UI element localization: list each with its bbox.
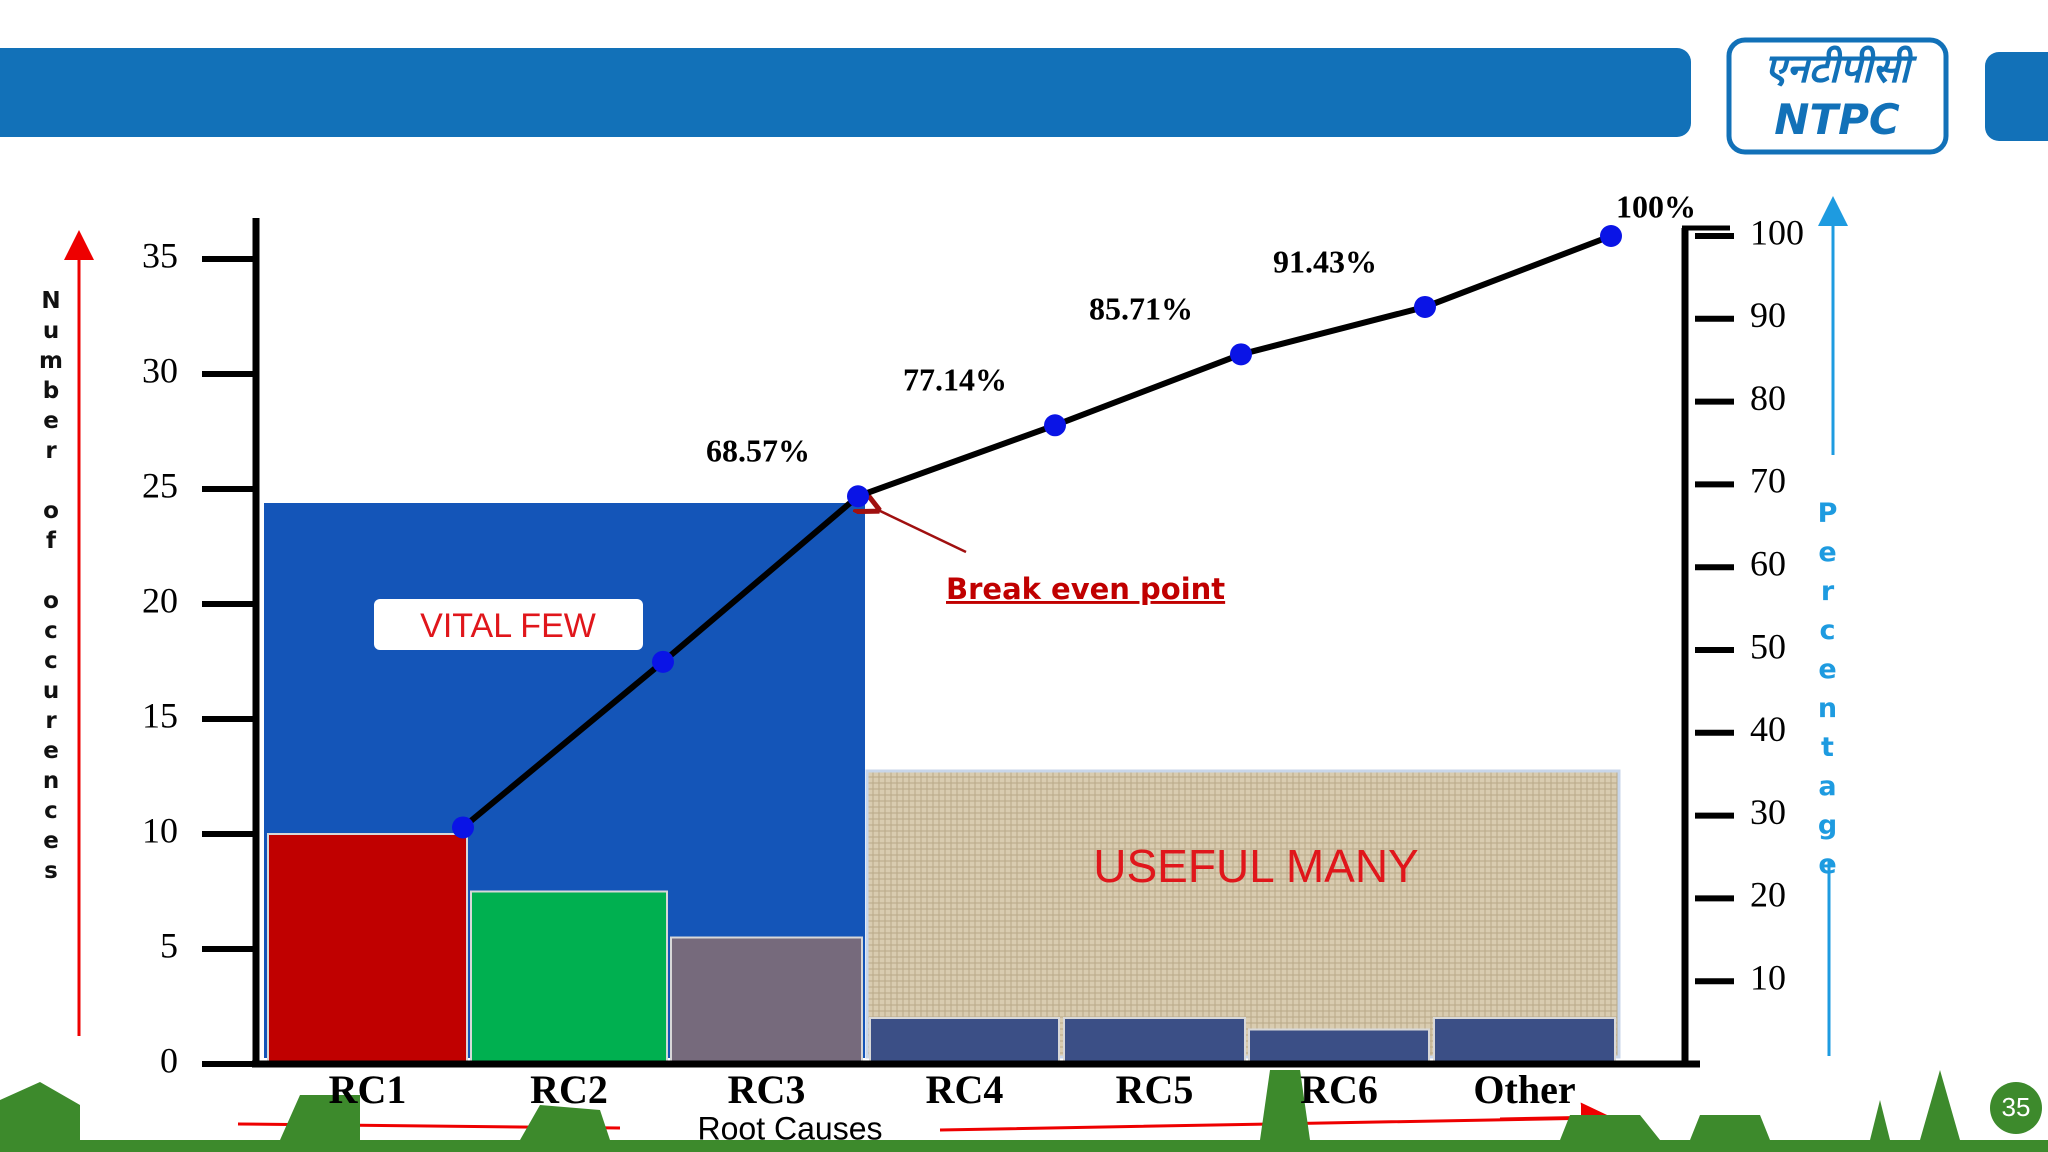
y2-tick-label: 70 xyxy=(1750,461,1786,501)
bar xyxy=(670,936,863,1065)
bar xyxy=(1433,1017,1616,1065)
y2-tick-label: 10 xyxy=(1750,957,1786,997)
cumulative-point xyxy=(847,485,869,508)
y2-tick-label: 60 xyxy=(1750,543,1786,583)
logo-box xyxy=(1726,37,1949,155)
vital-few-label: VITAL FEW xyxy=(420,607,596,645)
x-tick-label: RC5 xyxy=(1116,1067,1194,1112)
cumulative-point xyxy=(452,816,474,839)
cumulative-point xyxy=(1414,295,1436,318)
y-tick-label: 0 xyxy=(160,1040,178,1080)
y2-tick-label: 50 xyxy=(1750,626,1786,666)
y2-tick-label: 100 xyxy=(1750,212,1804,252)
footer-decoration xyxy=(0,1070,2048,1152)
bar xyxy=(1063,1017,1246,1065)
x-arrow xyxy=(237,1116,1601,1132)
useful-many-region xyxy=(865,769,1621,1059)
useful-many-label: USEFUL MANY xyxy=(1093,840,1418,892)
cumulative-point xyxy=(1230,343,1252,366)
header-bar-end xyxy=(1985,52,2048,141)
data-label: 68.57% xyxy=(706,433,810,469)
cumulative-point xyxy=(1044,414,1066,437)
y-tick-label: 30 xyxy=(142,350,178,390)
plot xyxy=(267,225,1622,1065)
page-number: 35 xyxy=(2002,1092,2031,1122)
bar xyxy=(470,890,668,1065)
data-label: 85.71% xyxy=(1089,291,1193,327)
x-tick-label: RC4 xyxy=(926,1067,1004,1112)
cumulative-point xyxy=(652,650,674,673)
bar xyxy=(267,833,468,1065)
y2-tick-label: 90 xyxy=(1750,295,1786,335)
data-label: 100% xyxy=(1616,188,1696,224)
data-label: 91.43% xyxy=(1273,243,1377,279)
vital-few-box xyxy=(374,599,643,650)
x-axis-title: Root Causes xyxy=(698,1110,883,1146)
break-even-arrow xyxy=(876,509,967,554)
header-bar xyxy=(0,48,1691,137)
y-tick-label: 15 xyxy=(142,695,178,735)
logo-english: NTPC xyxy=(1774,95,1900,144)
y-tick-label: 5 xyxy=(160,925,178,965)
bar xyxy=(1248,1028,1430,1065)
y-tick-label: 25 xyxy=(142,465,178,505)
x-tick-label: RC1 xyxy=(329,1067,407,1112)
x-tick-label: RC6 xyxy=(1300,1067,1378,1112)
data-label: 77.14% xyxy=(903,362,1007,398)
y-tick-label: 20 xyxy=(142,580,178,620)
x-tick-label: RC2 xyxy=(530,1067,608,1112)
cumulative-point xyxy=(1600,225,1622,247)
y2-tick-label: 40 xyxy=(1750,709,1786,749)
bar xyxy=(869,1017,1060,1065)
break-even-label: Break even point xyxy=(946,572,1225,606)
logo-hindi: एनटीपीसी xyxy=(1764,45,1917,92)
y-tick-label: 10 xyxy=(142,810,178,850)
y2-tick-label: 80 xyxy=(1750,378,1786,418)
y-tick-label: 35 xyxy=(142,235,178,275)
y2-tick-label: 20 xyxy=(1750,875,1786,915)
x-tick-label: Other xyxy=(1473,1067,1575,1112)
page-badge xyxy=(1990,1082,2042,1134)
y2-axis-title: Percentage xyxy=(1812,498,1843,888)
x-tick-label: RC3 xyxy=(728,1067,806,1112)
y-axis-title: Number of occurences xyxy=(38,288,64,888)
y2-tick-label: 30 xyxy=(1750,792,1786,832)
